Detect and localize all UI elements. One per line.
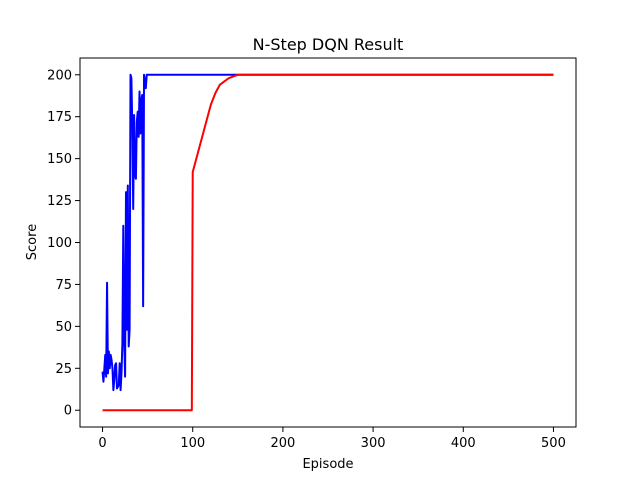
series-line-1 bbox=[101, 73, 554, 392]
y-tick-label: 0 bbox=[64, 404, 72, 419]
chart-title: N-Step DQN Result bbox=[253, 35, 404, 54]
y-axis-label: Score bbox=[25, 224, 40, 260]
x-tick-label: 200 bbox=[270, 436, 295, 451]
x-tick-label: 0 bbox=[98, 436, 106, 451]
y-tick-label: 125 bbox=[47, 194, 72, 209]
y-tick-label: 25 bbox=[55, 362, 72, 377]
y-axis: 0 25 50 75 100 125 150 175 200 bbox=[47, 68, 80, 419]
x-tick-label: 500 bbox=[541, 436, 566, 451]
series-line-2 bbox=[102, 73, 554, 412]
x-tick-label: 100 bbox=[180, 436, 205, 451]
x-tick-label: 300 bbox=[361, 436, 386, 451]
y-tick-label: 75 bbox=[55, 278, 72, 293]
y-tick-label: 100 bbox=[47, 236, 72, 251]
x-axis-label: Episode bbox=[302, 457, 353, 472]
y-tick-label: 150 bbox=[47, 152, 72, 167]
y-tick-label: 175 bbox=[47, 110, 72, 125]
x-tick-label: 400 bbox=[451, 436, 476, 451]
y-tick-label: 200 bbox=[47, 68, 72, 83]
y-tick-label: 50 bbox=[55, 320, 72, 335]
plot-frame bbox=[79, 57, 577, 428]
x-axis: 0 100 200 300 400 500 bbox=[98, 427, 566, 451]
plot-area bbox=[101, 73, 554, 412]
